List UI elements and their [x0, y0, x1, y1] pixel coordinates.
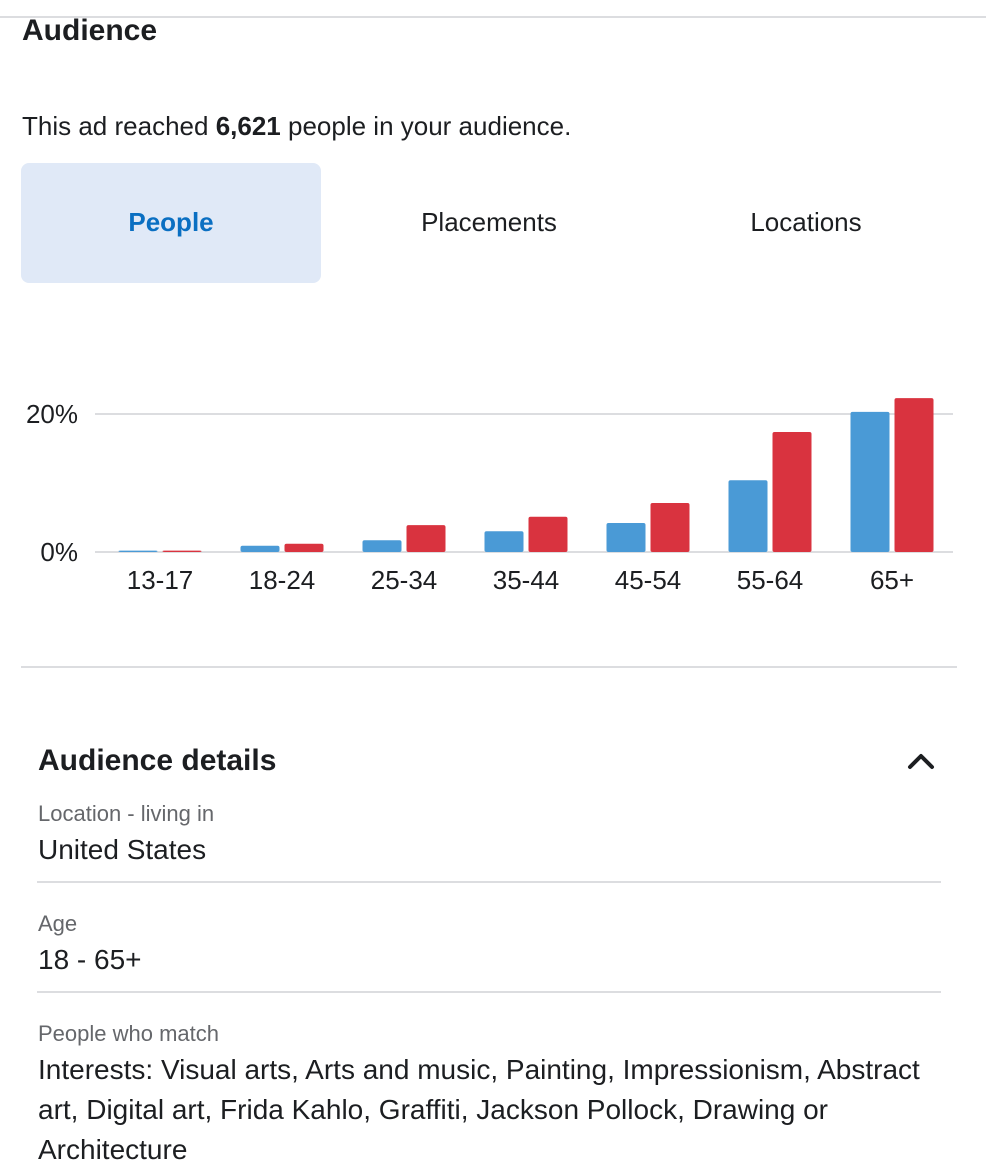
x-tick-label: 35-44 [493, 565, 560, 595]
bar [850, 411, 890, 552]
bar [772, 431, 812, 552]
reach-prefix: This ad reached [22, 111, 209, 141]
y-tick-label: 0% [40, 537, 78, 567]
x-tick-label: 18-24 [249, 565, 316, 595]
tab[interactable]: People [128, 207, 214, 237]
bar [606, 523, 646, 552]
bar [728, 480, 768, 552]
details-title: Audience details [38, 744, 277, 777]
x-tick-label: 13-17 [127, 565, 194, 595]
bar [528, 516, 568, 552]
bar [650, 503, 690, 552]
bar [894, 398, 934, 552]
chart: 0% 20% 13-17 18-24 25-34 35-44 45-54 55-64 65+ [26, 398, 953, 595]
divider [21, 666, 957, 668]
bar [484, 531, 524, 552]
x-tick-label: 45-54 [615, 565, 682, 595]
bar [240, 545, 280, 552]
reach-suffix: people in your audience. [288, 111, 572, 141]
chevron-icon [908, 754, 934, 769]
detail-label: Location - living in [38, 801, 215, 826]
detail-value: 18 - 65+ [38, 944, 142, 975]
reach-text: This ad reached 6,621 people in your aud… [22, 111, 571, 142]
tab[interactable]: Locations [750, 207, 862, 237]
active-tab-background [21, 163, 321, 283]
bar [284, 543, 324, 552]
x-tick-label: 55-64 [737, 565, 804, 595]
x-tick-label: 25-34 [371, 565, 438, 595]
divider [37, 991, 941, 993]
section-title: Audience [22, 14, 158, 47]
bar [118, 550, 158, 552]
bar [162, 550, 202, 552]
detail-value: Interests: Visual arts, Arts and music, … [38, 1054, 920, 1165]
bar [362, 540, 402, 552]
reach-count: 6,621 [215, 111, 281, 141]
bar [406, 525, 446, 552]
detail-label: Age [38, 911, 78, 936]
divider [37, 881, 941, 883]
top-border [0, 16, 986, 18]
y-tick-label: 20% [26, 399, 78, 429]
tab[interactable]: Placements [421, 207, 557, 237]
collapse-chevron[interactable] [904, 750, 938, 772]
x-tick-label: 65+ [870, 565, 914, 595]
detail-label: People who match [38, 1021, 219, 1046]
detail-value: United States [38, 834, 207, 865]
